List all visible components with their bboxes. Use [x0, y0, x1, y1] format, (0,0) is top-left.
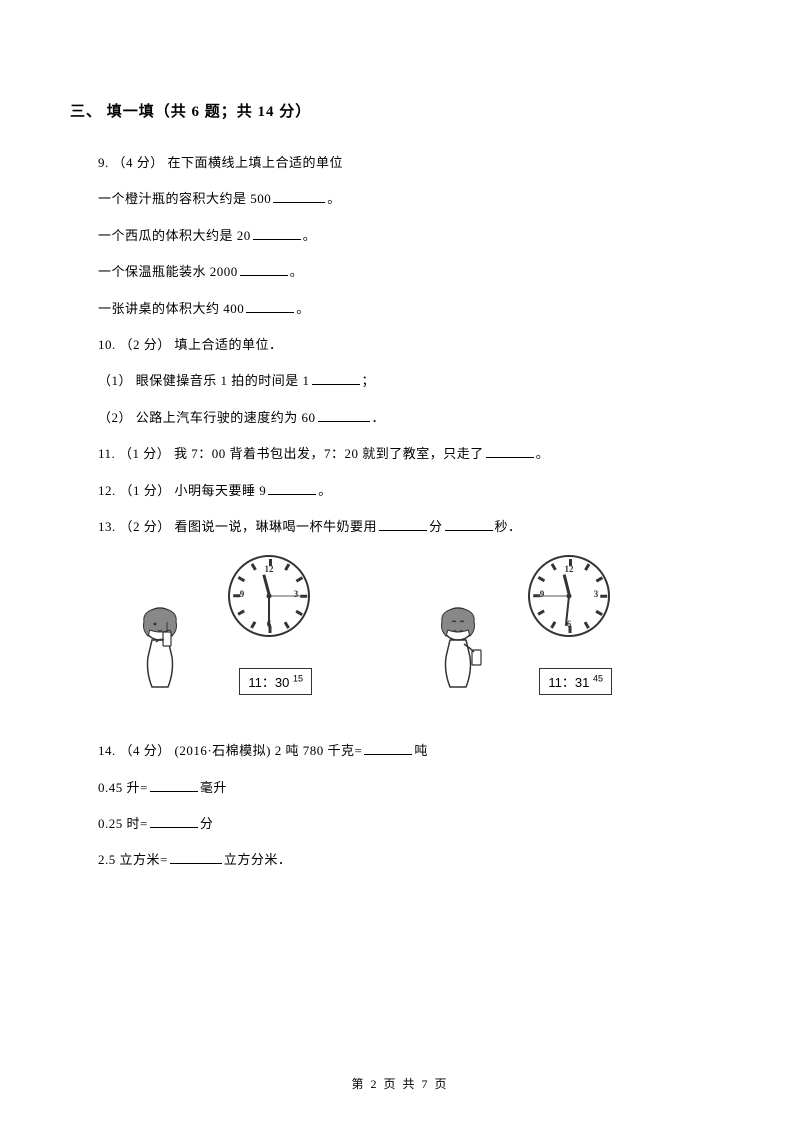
- q9-line2: 一个西瓜的体积大约是 20 。: [98, 218, 730, 254]
- q10-sub2: （2） 公路上汽车行驶的速度约为 60 ．: [98, 400, 730, 436]
- clock-num: 9: [536, 589, 548, 599]
- blank-q14-c[interactable]: [150, 814, 198, 828]
- time2-seconds: 45: [593, 674, 603, 684]
- blank-q13-sec[interactable]: [445, 517, 493, 531]
- q9-header: 9. （4 分） 在下面横线上填上合适的单位: [98, 145, 730, 181]
- q9-2-end: 。: [303, 228, 317, 243]
- blank-q9-4[interactable]: [246, 299, 294, 313]
- blank-q13-min[interactable]: [379, 517, 427, 531]
- q9-3-end: 。: [290, 264, 304, 279]
- q9-4-end: 。: [296, 301, 310, 316]
- girl-done-icon: [430, 602, 495, 697]
- q14-d-text: 2.5 立方米=: [98, 852, 168, 867]
- scene-1: 12 3 6 9 11：30 15: [130, 555, 320, 715]
- q13-text: 13. （2 分） 看图说一说，琳琳喝一杯牛奶要用: [98, 519, 377, 534]
- q9-line1: 一个橙汁瓶的容积大约是 500 。: [98, 181, 730, 217]
- q13-illustration: 12 3 6 9 11：30 15: [130, 555, 730, 715]
- q14-a: 14. （4 分） (2016·石棉模拟) 2 吨 780 千克= 吨: [98, 733, 730, 769]
- question-12: 12. （1 分） 小明每天要睡 9 。: [98, 473, 730, 509]
- q9-line3: 一个保温瓶能装水 2000 。: [98, 254, 730, 290]
- clock-num: 9: [236, 589, 248, 599]
- q9-1-end: 。: [327, 191, 341, 206]
- q13-sec-label: 秒．: [495, 519, 522, 534]
- q12-text: 12. （1 分） 小明每天要睡 9: [98, 483, 266, 498]
- q11-text: 11. （1 分） 我 7：00 背着书包出发，7：20 就到了教室，只走了: [98, 446, 484, 461]
- q12-end: 。: [318, 483, 332, 498]
- blank-q14-d[interactable]: [170, 850, 222, 864]
- q14-c: 0.25 时= 分: [98, 806, 730, 842]
- q10-header: 10. （2 分） 填上合适的单位．: [98, 327, 730, 363]
- clock-1: 12 3 6 9: [228, 555, 310, 637]
- q14-b-text: 0.45 升=: [98, 780, 148, 795]
- q9-3-text: 一个保温瓶能装水 2000: [98, 264, 238, 279]
- q14-d-unit: 立方分米．: [224, 852, 292, 867]
- section-title: 三、 填一填（共 6 题；共 14 分）: [70, 100, 730, 121]
- q14-b-unit: 毫升: [200, 780, 227, 795]
- hour-hand: [262, 575, 271, 597]
- q14-a-text: 14. （4 分） (2016·石棉模拟) 2 吨 780 千克=: [98, 743, 362, 758]
- blank-q12[interactable]: [268, 481, 316, 495]
- q14-a-unit: 吨: [414, 743, 428, 758]
- blank-q9-3[interactable]: [240, 262, 288, 276]
- clock-2: 12 3 6 9: [528, 555, 610, 637]
- clock-num: 3: [290, 589, 302, 599]
- time1-main: 11：30: [248, 675, 289, 690]
- q10-1-text: （1） 眼保健操音乐 1 拍的时间是 1: [98, 373, 310, 388]
- q13-min-label: 分: [429, 519, 443, 534]
- blank-q10-1[interactable]: [312, 371, 360, 385]
- time2-main: 11：31: [548, 675, 589, 690]
- minute-hand: [268, 596, 270, 626]
- blank-q11[interactable]: [486, 444, 534, 458]
- blank-q9-1[interactable]: [273, 189, 325, 203]
- question-14: 14. （4 分） (2016·石棉模拟) 2 吨 780 千克= 吨 0.45 …: [98, 733, 730, 879]
- q9-1-text: 一个橙汁瓶的容积大约是 500: [98, 191, 271, 206]
- q10-sub1: （1） 眼保健操音乐 1 拍的时间是 1 ；: [98, 363, 730, 399]
- page-footer: 第 2 页 共 7 页: [0, 1075, 800, 1092]
- q11-end: 。: [536, 446, 550, 461]
- q9-2-text: 一个西瓜的体积大约是 20: [98, 228, 251, 243]
- blank-q9-2[interactable]: [253, 226, 301, 240]
- q14-d: 2.5 立方米= 立方分米．: [98, 842, 730, 878]
- blank-q14-a[interactable]: [364, 741, 412, 755]
- clock-num: 12: [563, 564, 575, 574]
- time-label-1: 11：30 15: [239, 668, 312, 695]
- q10-2-text: （2） 公路上汽车行驶的速度约为 60: [98, 410, 316, 425]
- question-9: 9. （4 分） 在下面横线上填上合适的单位 一个橙汁瓶的容积大约是 500。 …: [98, 145, 730, 327]
- scene-2: 12 3 6 9 11：31 45: [430, 555, 620, 715]
- question-13: 13. （2 分） 看图说一说，琳琳喝一杯牛奶要用 分 秒．: [98, 509, 730, 545]
- hour-hand: [562, 575, 570, 597]
- question-11: 11. （1 分） 我 7：00 背着书包出发，7：20 就到了教室，只走了 。: [98, 436, 730, 472]
- q10-2-end: ．: [372, 410, 386, 425]
- clock-num: 3: [590, 589, 602, 599]
- q10-1-end: ；: [362, 373, 376, 388]
- q14-c-unit: 分: [200, 816, 214, 831]
- time1-seconds: 15: [293, 674, 303, 684]
- time-label-2: 11：31 45: [539, 668, 612, 695]
- girl-drinking-icon: [130, 602, 195, 697]
- clock-num: 12: [263, 564, 275, 574]
- q9-line4: 一张讲桌的体积大约 400 。: [98, 291, 730, 327]
- blank-q14-b[interactable]: [150, 778, 198, 792]
- q14-b: 0.45 升= 毫升: [98, 770, 730, 806]
- q9-4-text: 一张讲桌的体积大约 400: [98, 301, 244, 316]
- blank-q10-2[interactable]: [318, 408, 370, 422]
- q14-c-text: 0.25 时=: [98, 816, 148, 831]
- question-10: 10. （2 分） 填上合适的单位． （1） 眼保健操音乐 1 拍的时间是 1 ；…: [98, 327, 730, 436]
